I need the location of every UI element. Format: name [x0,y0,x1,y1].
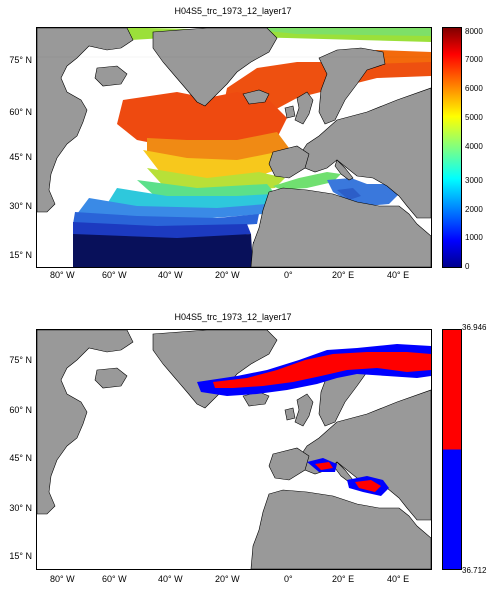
xtick-bottom: 20° W [215,574,240,584]
xtick-top: 20° E [332,270,355,280]
colorbar-tick: 1000 [465,233,483,242]
ytick-top: 30° N [9,201,32,211]
concentration-map-top [36,27,432,268]
xtick-bottom: 40° E [387,574,410,584]
ytick-bottom: 30° N [9,503,32,513]
colorbar-top [442,27,462,268]
xtick-top: 20° W [215,270,240,280]
xtick-top: 40° E [387,270,410,280]
xtick-bottom: 40° W [158,574,183,584]
concentration-map-bottom [36,329,432,570]
map-canvas-top [37,28,431,267]
xtick-top: 80° W [50,270,75,280]
xtick-bottom: 80° W [50,574,75,584]
map-canvas-bottom [37,330,431,569]
colorbar-bottom [442,329,462,570]
colorbar-tick: 2000 [465,205,483,214]
xtick-top: 60° W [102,270,127,280]
colorbar-tick: 8000 [465,27,483,36]
colorbar-tick: 5000 [465,113,483,122]
ytick-bottom: 45° N [9,453,32,463]
xtick-bottom: 60° W [102,574,127,584]
ytick-bottom: 60° N [9,405,32,415]
map-title-top: H04S5_trc_1973_12_layer17 [174,6,292,16]
ytick-top: 60° N [9,107,32,117]
colorbar-tick: 3000 [465,176,483,185]
colorbar-max-label: 36.946 [462,323,487,332]
map-title-bottom: H04S5_trc_1973_12_layer17 [174,312,292,322]
ytick-bottom: 15° N [9,551,32,561]
xtick-bottom: 0° [284,574,293,584]
colorbar-tick: 7000 [465,55,483,64]
tracer-field [37,28,431,267]
ytick-bottom: 75° N [9,355,32,365]
colorbar-tick: 6000 [465,84,483,93]
xtick-top: 0° [284,270,293,280]
colorbar-min-label: 36.712 [462,566,487,575]
colorbar-tick: 4000 [465,142,483,151]
xtick-top: 40° W [158,270,183,280]
ytick-top: 45° N [9,152,32,162]
land-masses [37,28,431,267]
colorbar-tick: 0 [465,262,470,271]
xtick-bottom: 20° E [332,574,355,584]
tracer-field [197,344,431,496]
ytick-top: 75° N [9,55,32,65]
ytick-top: 15° N [9,250,32,260]
